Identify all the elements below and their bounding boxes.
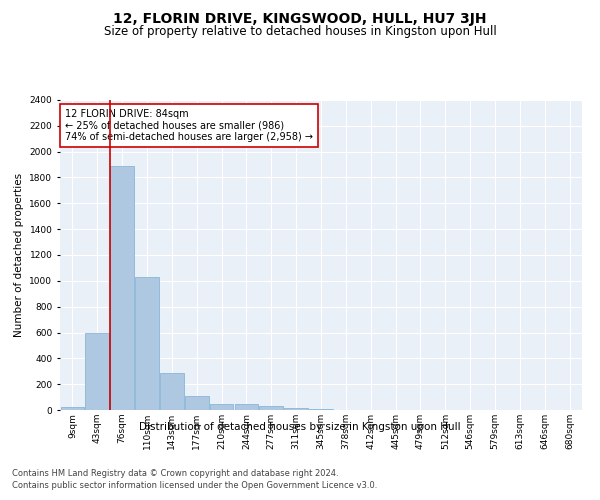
Bar	[284, 408, 308, 410]
Y-axis label: Number of detached properties: Number of detached properties	[14, 173, 24, 337]
Bar	[259, 406, 283, 410]
Text: Distribution of detached houses by size in Kingston upon Hull: Distribution of detached houses by size …	[139, 422, 461, 432]
Bar	[110, 166, 134, 410]
Bar	[85, 332, 109, 410]
Text: 12 FLORIN DRIVE: 84sqm
← 25% of detached houses are smaller (986)
74% of semi-de: 12 FLORIN DRIVE: 84sqm ← 25% of detached…	[65, 110, 313, 142]
Text: Contains public sector information licensed under the Open Government Licence v3: Contains public sector information licen…	[12, 481, 377, 490]
Text: Contains HM Land Registry data © Crown copyright and database right 2024.: Contains HM Land Registry data © Crown c…	[12, 468, 338, 477]
Bar	[210, 404, 233, 410]
Bar	[61, 408, 84, 410]
Bar	[160, 372, 184, 410]
Bar	[135, 277, 159, 410]
Text: Size of property relative to detached houses in Kingston upon Hull: Size of property relative to detached ho…	[104, 25, 496, 38]
Bar	[235, 404, 258, 410]
Bar	[185, 396, 209, 410]
Text: 12, FLORIN DRIVE, KINGSWOOD, HULL, HU7 3JH: 12, FLORIN DRIVE, KINGSWOOD, HULL, HU7 3…	[113, 12, 487, 26]
